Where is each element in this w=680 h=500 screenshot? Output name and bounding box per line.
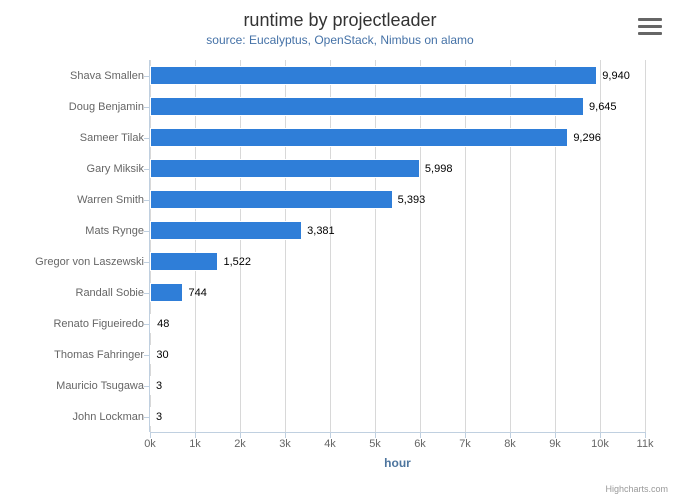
- value-label: 9,645: [589, 101, 617, 113]
- bar[interactable]: [150, 159, 420, 178]
- value-label: 3: [156, 380, 162, 392]
- x-tick-label: 1k: [189, 438, 201, 450]
- x-tick-label: 9k: [549, 438, 561, 450]
- chart-subtitle: source: Eucalyptus, OpenStack, Nimbus on…: [0, 33, 680, 47]
- bar[interactable]: [150, 128, 568, 147]
- credits-link[interactable]: Highcharts.com: [605, 484, 668, 494]
- category-label: Mauricio Tsugawa: [56, 380, 144, 392]
- x-tick-label: 11k: [637, 438, 654, 450]
- bar[interactable]: [150, 283, 183, 302]
- category-label: Mats Rynge: [85, 225, 144, 237]
- x-tick-label: 2k: [234, 438, 246, 450]
- bar[interactable]: [150, 221, 302, 240]
- bar[interactable]: [150, 66, 597, 85]
- x-axis-line: [150, 432, 645, 433]
- x-tick-label: 7k: [459, 438, 471, 450]
- bar[interactable]: [150, 190, 393, 209]
- category-label: Gregor von Laszewski: [35, 256, 144, 268]
- bar[interactable]: [150, 407, 152, 426]
- value-label: 30: [156, 349, 168, 361]
- category-label: Sameer Tilak: [80, 132, 144, 144]
- bar[interactable]: [150, 376, 152, 395]
- value-label: 48: [157, 318, 169, 330]
- grid-line: [645, 60, 646, 432]
- chart-title: runtime by projectleader: [0, 0, 680, 31]
- value-label: 3,381: [307, 225, 335, 237]
- category-label: Renato Figueiredo: [53, 318, 144, 330]
- x-tick-label: 6k: [414, 438, 426, 450]
- bar[interactable]: [150, 345, 152, 364]
- x-tick-label: 5k: [369, 438, 381, 450]
- category-label: Doug Benjamin: [69, 101, 144, 113]
- x-tick-label: 3k: [279, 438, 291, 450]
- category-label: John Lockman: [72, 411, 144, 423]
- x-tick-label: 0k: [144, 438, 156, 450]
- category-label: Warren Smith: [77, 194, 144, 206]
- value-label: 5,393: [398, 194, 426, 206]
- grid-line: [600, 60, 601, 432]
- chart-container: runtime by projectleader source: Eucalyp…: [0, 0, 680, 500]
- x-axis-title: hour: [384, 456, 411, 470]
- hamburger-menu-icon[interactable]: [638, 14, 662, 36]
- value-label: 9,296: [573, 132, 601, 144]
- value-label: 9,940: [602, 70, 630, 82]
- category-label: Shava Smallen: [70, 70, 144, 82]
- value-label: 3: [156, 411, 162, 423]
- category-label: Gary Miksik: [87, 163, 144, 175]
- x-tick-label: 8k: [504, 438, 516, 450]
- x-tick-label: 4k: [324, 438, 336, 450]
- bar[interactable]: [150, 252, 218, 271]
- value-label: 5,998: [425, 163, 453, 175]
- x-tick-label: 10k: [591, 438, 609, 450]
- plot-area: hour 0k1k2k3k4k5k6k7k8k9k10k11k9,9409,64…: [150, 60, 645, 432]
- bar[interactable]: [150, 97, 584, 116]
- value-label: 1,522: [223, 256, 251, 268]
- category-label: Randall Sobie: [76, 287, 145, 299]
- value-label: 744: [188, 287, 206, 299]
- category-label: Thomas Fahringer: [54, 349, 144, 361]
- bar[interactable]: [150, 314, 152, 333]
